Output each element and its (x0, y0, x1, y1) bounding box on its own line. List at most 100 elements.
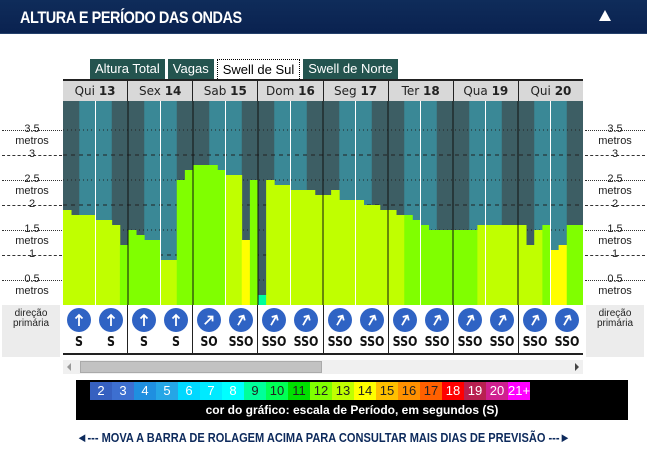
direction-item: SSO (454, 305, 486, 353)
period-swatch: 9 (244, 382, 266, 400)
direction-day-cell: SSO SSO (257, 305, 322, 353)
direction-label: SSO (327, 335, 352, 350)
horizontal-scrollbar[interactable] (63, 360, 583, 374)
height-bar (193, 165, 202, 305)
direction-label: S (140, 335, 149, 350)
height-bar (184, 170, 194, 305)
day-header-row: Qui 13 Sex 14 Sab 15 Dom 16 Seg 17 Ter 18 Qua … (63, 79, 583, 101)
period-swatch: 19 (464, 382, 486, 400)
period-legend: 2 3 4 5 6 7 8 9 10 11 12 13 14 15 16 17 18 19 20 21+ cor do… (76, 380, 628, 420)
axis-unit-label: metros (598, 285, 632, 297)
direction-label: SSO (457, 335, 483, 350)
height-bar (461, 230, 470, 305)
direction-arrow-icon (327, 308, 352, 332)
tab-swell-de-norte[interactable]: Swell de Norte (303, 59, 398, 79)
axis-tick-label: 1.5 (24, 223, 40, 235)
direction-day-cell: SSO SSO (387, 305, 453, 353)
direction-label: SSO (489, 335, 515, 350)
axis-tick-label: 3 (611, 148, 619, 160)
direction-item: SSO (356, 305, 388, 353)
scrollbar-thumb[interactable] (80, 361, 322, 373)
period-swatch: 6 (178, 382, 200, 400)
direction-label: SSO (359, 335, 384, 350)
tab-altura-total[interactable]: Altura Total (90, 59, 165, 79)
height-bar (534, 230, 543, 305)
height-bar (363, 205, 373, 305)
direction-label: SSO (424, 335, 450, 350)
axis-unit-label: metros (15, 185, 49, 197)
height-bar (469, 230, 478, 305)
day-name: Sex (138, 84, 161, 98)
period-swatch: 11 (288, 382, 310, 400)
axis-unit-label: metros (15, 285, 49, 297)
height-bar (290, 190, 300, 305)
direction-label: SSO (392, 335, 418, 350)
scroll-right-arrow-icon[interactable] (575, 363, 579, 371)
day-number: 14 (164, 84, 182, 98)
height-bar (485, 225, 495, 305)
direction-arrow-icon (522, 308, 547, 332)
section-header: ALTURA E PERÍODO DAS ONDAS (0, 0, 647, 34)
day-number: 17 (360, 84, 378, 98)
direction-arrow-icon (424, 308, 449, 332)
axis-tick-label: 2.5 (607, 173, 623, 185)
direction-item: SSO (324, 305, 356, 353)
axis-tick-label: 3.5 (607, 123, 623, 135)
height-bar (128, 230, 137, 305)
height-bar (282, 185, 291, 305)
direction-item: SSO (551, 305, 583, 353)
axis-unit-label: metros (598, 235, 632, 247)
period-swatch: 18 (442, 382, 464, 400)
axis-tick-label: 3 (28, 148, 36, 160)
direction-label: SSO (522, 335, 548, 350)
height-bar (501, 225, 511, 305)
period-swatch: 4 (134, 382, 156, 400)
y-axis-right: 3.5 metros 3 2.5 metros 2 1.5 metros 1 0.5 metros (585, 101, 645, 305)
height-bar (79, 215, 88, 305)
axis-unit-label: metros (15, 235, 49, 247)
day-number: 20 (554, 84, 572, 98)
height-bar (518, 225, 527, 305)
axis-tick-label: 0.5 (24, 273, 40, 285)
height-bar (379, 210, 389, 305)
period-swatch: 12 (310, 382, 332, 400)
direction-item: SSO (486, 305, 518, 353)
chart-svg (63, 101, 583, 305)
tab-swell-de-sul[interactable]: Swell de Sul (216, 59, 301, 79)
height-bar (225, 175, 235, 305)
period-swatch: 5 (156, 382, 178, 400)
height-bar (339, 200, 348, 305)
direction-row: S S S S SO SSO SSO SSO SSO SSO SSO SSO SSO SSO SSO SSO (63, 305, 583, 355)
height-bar (396, 215, 405, 305)
triangle-up-icon[interactable] (599, 10, 611, 21)
day-number: 15 (230, 84, 247, 98)
axis-tick-label: 3.5 (24, 123, 40, 135)
axis-tick-label: 1 (611, 248, 619, 260)
direction-arrow-icon (294, 308, 319, 332)
height-bar (347, 200, 356, 305)
height-bar (436, 230, 446, 305)
height-bar (412, 220, 421, 305)
day-name: Dom (266, 84, 295, 98)
height-bar (298, 190, 308, 305)
height-bar (119, 245, 129, 305)
height-bar (453, 230, 462, 305)
direction-label: S (172, 335, 181, 350)
direction-arrow-icon (99, 308, 124, 332)
direction-item: SSO (519, 305, 551, 353)
day-name: Qui (530, 84, 551, 98)
direction-day-cell: SSO SSO (452, 305, 518, 353)
day-header: Sex 14 (127, 81, 193, 101)
period-swatch: 20 (486, 382, 508, 400)
scroll-left-arrow-icon[interactable] (67, 363, 71, 371)
height-bar (509, 225, 519, 305)
tab-vagas[interactable]: Vagas (167, 59, 214, 79)
day-header: Qui 20 (517, 81, 583, 101)
direction-arrow-icon (197, 308, 222, 332)
height-bar (404, 215, 413, 305)
period-swatch: 2 (90, 382, 112, 400)
height-bar (274, 185, 283, 305)
day-number: 13 (98, 84, 116, 98)
day-number: 18 (423, 84, 440, 98)
height-bar (71, 215, 80, 305)
